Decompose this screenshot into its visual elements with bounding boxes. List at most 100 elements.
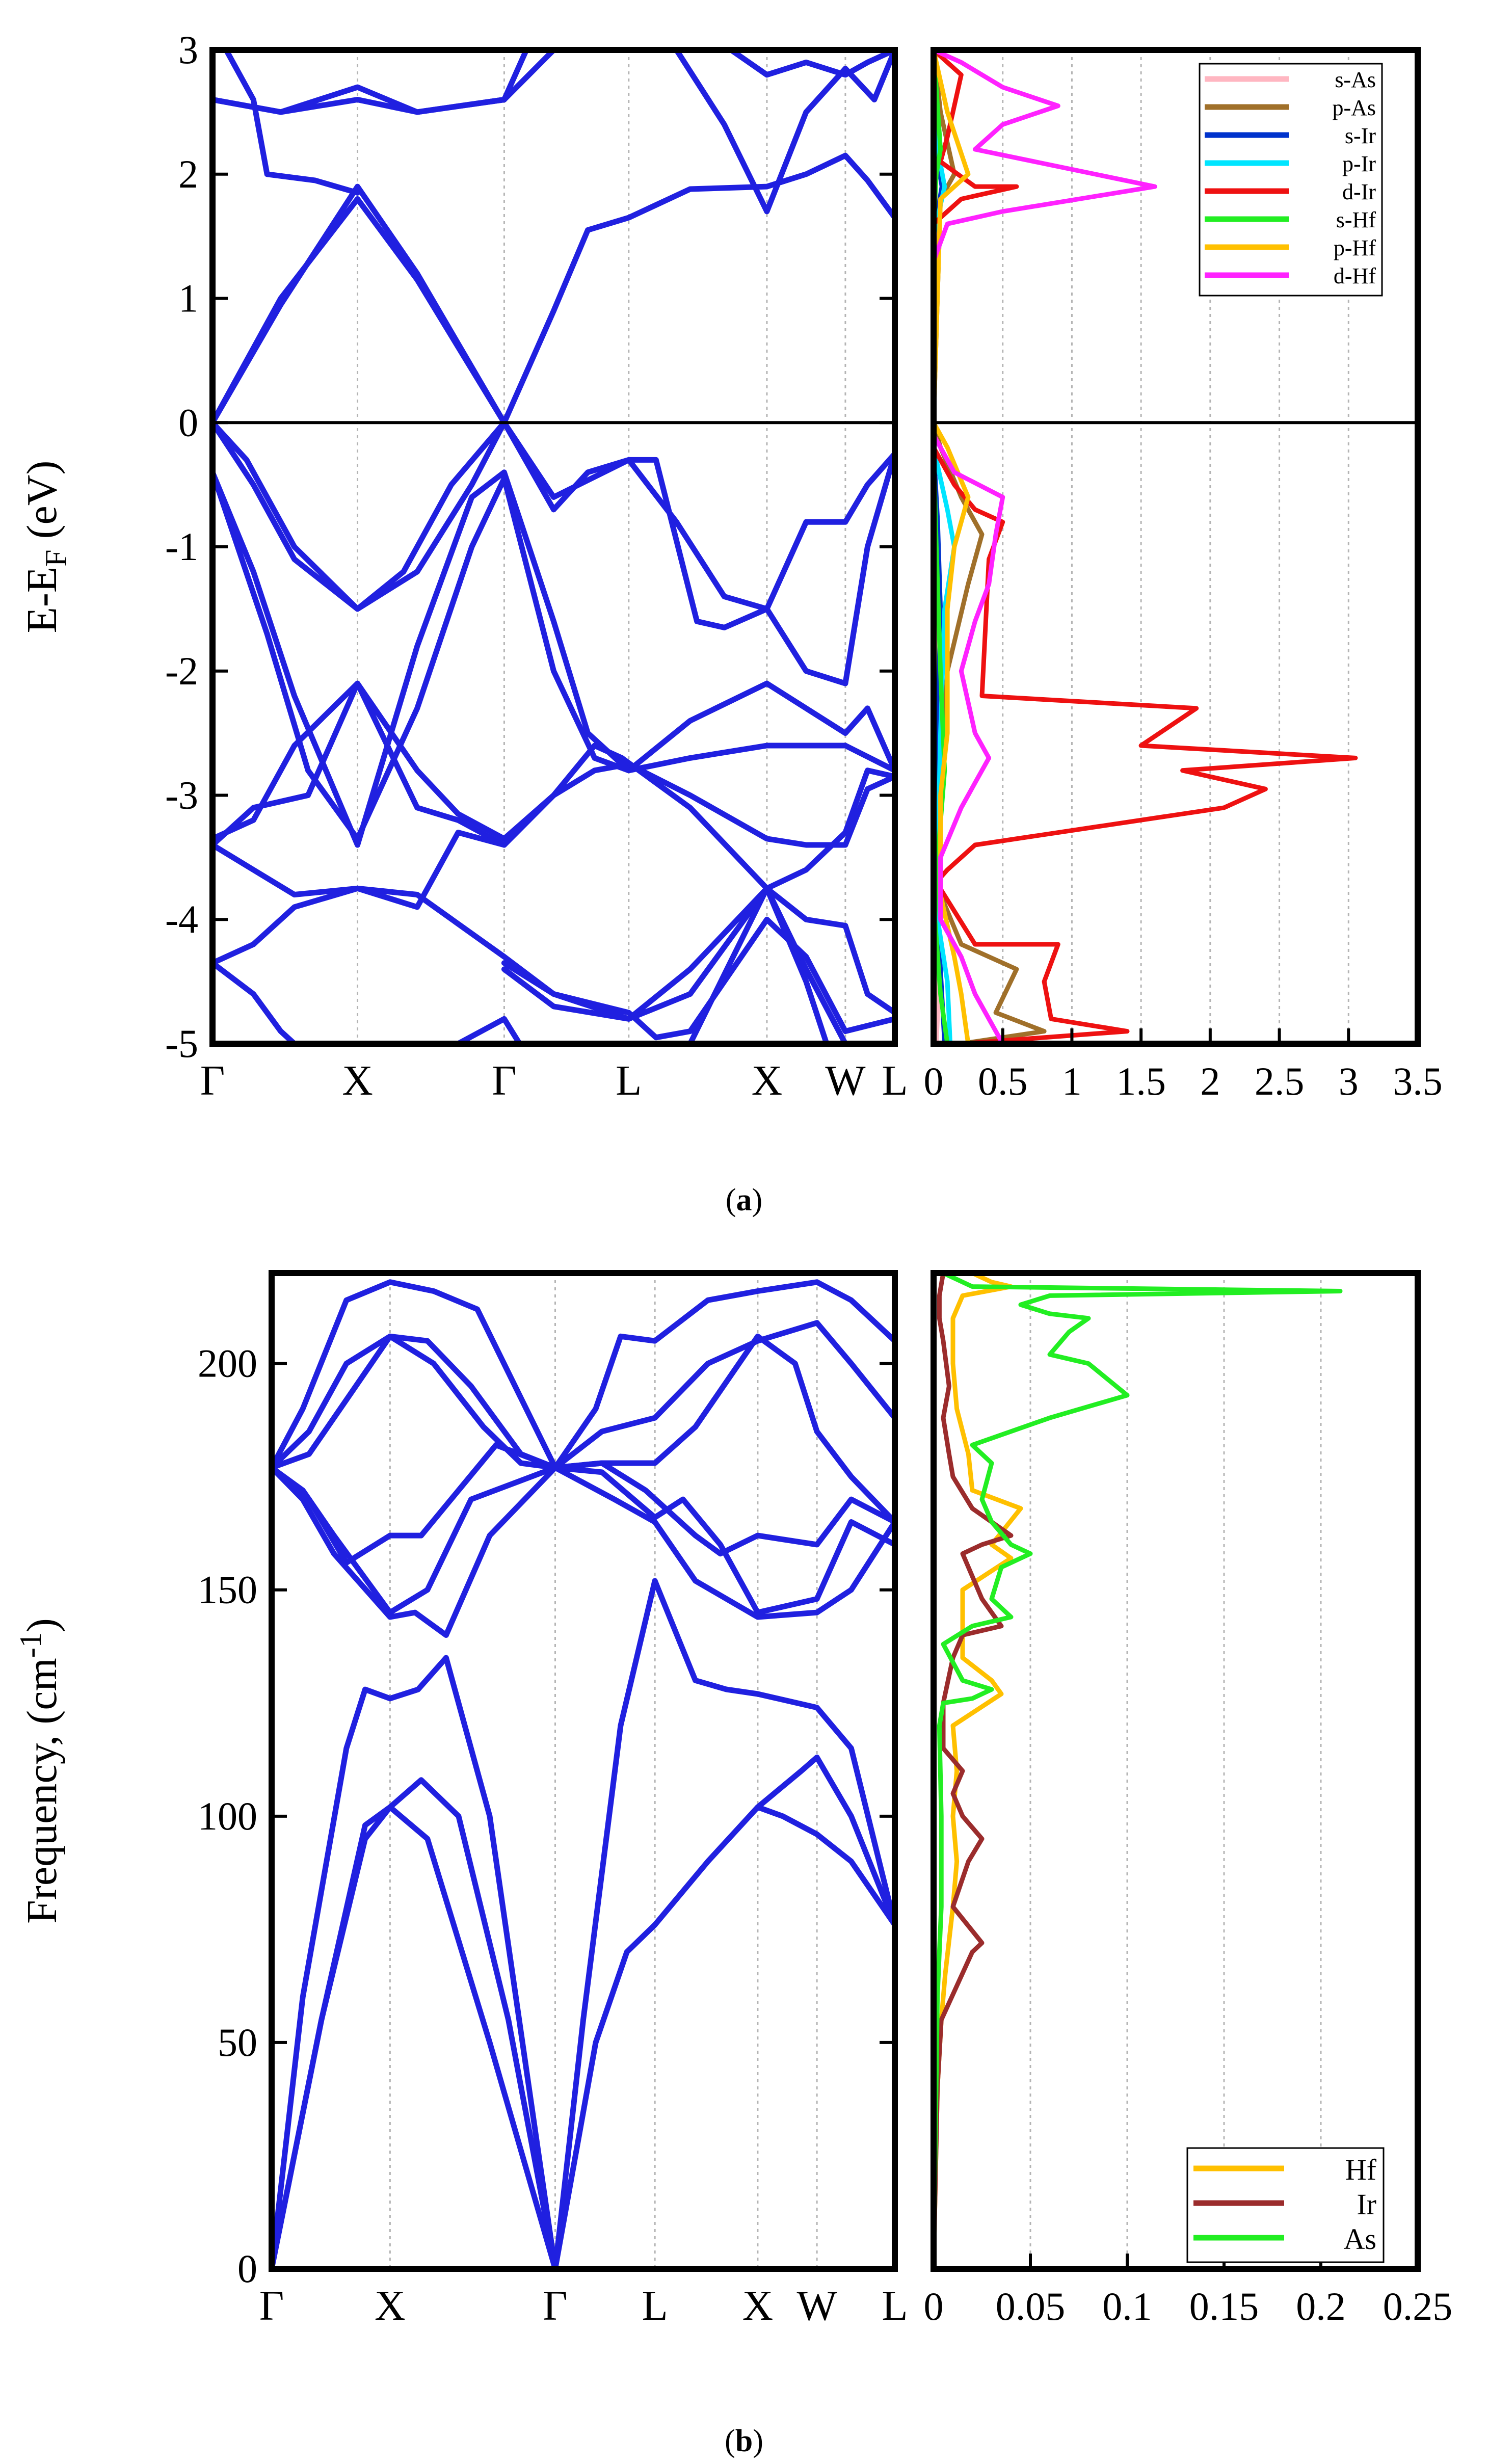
electronic-band-4 [209, 47, 529, 115]
dos-axis-ticks: 0 0.5 1 1.5 2 2.5 3 3.5 [924, 1028, 1443, 1103]
frequency-tick-label: 0 [237, 2246, 257, 2291]
electronic-band-17 [501, 885, 848, 1047]
dos-tick-label: 0 [924, 1059, 944, 1103]
energy-tick-label: -5 [165, 1021, 198, 1066]
phonon-k-point-label: L [882, 2282, 908, 2329]
electronic-band-19 [455, 1016, 523, 1047]
phonon-mode-1 [269, 1804, 898, 2272]
k-point-label: X [752, 1057, 783, 1104]
phonon-dispersion-frame [269, 1270, 898, 2272]
k-point-label: Γ [492, 1057, 517, 1104]
band-structure-lines [209, 47, 898, 1047]
phdos-as [931, 1270, 1343, 2271]
dos-tick-label: 1.5 [1116, 1059, 1166, 1103]
legend-label-hf: Hf [1345, 2153, 1377, 2186]
electronic-dos-panel: 0 0.5 1 1.5 2 2.5 3 3.5 s-As p-As s-Ir p-Ir d-Ir s-H… [924, 47, 1443, 1103]
k-point-label: L [616, 1057, 642, 1104]
phonon-dos-lines [931, 1270, 1343, 2271]
phonon-k-point-label: Γ [259, 2282, 284, 2329]
frequency-axis-label: Frequency, (cm-1) [14, 1618, 66, 1924]
frequency-axis-label-main: Frequency, (cm [18, 1658, 66, 1924]
legend-label-p-as: p-As [1332, 95, 1376, 120]
electronic-band-12 [209, 680, 898, 848]
dos-tick-label: 3.5 [1393, 1059, 1443, 1103]
energy-tick-label: 0 [178, 400, 198, 444]
energy-axis-label-unit: (eV) [18, 461, 66, 550]
electronic-band-1 [209, 152, 898, 426]
phonon-dispersion-grid [389, 1273, 818, 2269]
energy-tick-label: 2 [178, 152, 198, 196]
frequency-axis-ticks: 0 50 100 150 200 [198, 1341, 895, 2291]
electronic-dos-lines [931, 47, 1358, 1046]
phonon-dispersion-lines [269, 1279, 898, 2272]
electronic-band-18 [501, 916, 898, 1041]
electronic-band-6 [674, 47, 898, 215]
electronic-band-5 [223, 47, 360, 196]
dos-tick-label: 0.5 [978, 1059, 1028, 1103]
phdos-tick-label: 0.2 [1296, 2284, 1346, 2328]
legend-label-p-hf: p-Hf [1334, 235, 1376, 260]
phonon-dos-grid [1029, 1273, 1322, 2269]
energy-tick-label: 3 [178, 28, 198, 72]
panel-label-a-letter: a [736, 1183, 752, 1217]
electronic-band-9 [209, 419, 898, 612]
energy-axis-ticks: -5 -4 -3 -2 -1 0 1 2 3 [165, 28, 895, 1066]
phdos-tick-label: 0.05 [996, 2284, 1066, 2328]
phonon-mode-10 [269, 1279, 898, 1471]
legend-box [1199, 63, 1383, 297]
electronic-dos-legend: s-As p-As s-Ir p-Ir d-Ir s-Hf p-Hf d-Hf [1199, 63, 1383, 297]
phdos-tick-label: 0.25 [1383, 2284, 1453, 2328]
energy-tick-label: -4 [165, 897, 198, 941]
electronic-band-7 [728, 47, 898, 78]
legend-label-s-ir: s-Ir [1345, 123, 1376, 148]
dos-tick-label: 3 [1339, 1059, 1359, 1103]
panel-label-a: (a) [726, 1183, 762, 1217]
legend-label-ir: Ir [1357, 2188, 1376, 2221]
pdos-d-ir [931, 47, 1358, 1046]
electronic-band-13 [209, 680, 898, 891]
frequency-tick-label: 150 [198, 1568, 257, 1612]
electronic-band-16 [209, 960, 298, 1047]
frequency-tick-label: 200 [198, 1341, 257, 1386]
frequency-tick-label: 50 [218, 2020, 257, 2064]
phonon-k-point-label: Γ [543, 2282, 568, 2329]
dos-tick-label: 1 [1062, 1059, 1082, 1103]
k-point-label: X [342, 1057, 373, 1104]
energy-tick-label: -1 [165, 524, 198, 569]
panel-label-b-letter: b [735, 2424, 753, 2458]
phdos-tick-label: 0 [924, 2284, 944, 2328]
k-point-label: W [825, 1057, 866, 1104]
k-point-label: L [882, 1057, 908, 1104]
dos-tick-label: 2.5 [1255, 1059, 1305, 1103]
frequency-tick-label: 100 [198, 1794, 257, 1838]
electronic-band-15 [209, 885, 898, 1022]
legend-label-s-as: s-As [1335, 67, 1376, 92]
phdos-tick-label: 0.15 [1189, 2284, 1259, 2328]
legend-label-d-ir: d-Ir [1342, 179, 1376, 204]
electronic-band-10 [209, 469, 898, 848]
legend-label-s-hf: s-Hf [1336, 207, 1376, 232]
electronic-dos-frame [931, 47, 1421, 1047]
energy-axis-label: E-EF (eV) [18, 461, 73, 633]
legend-label-as: As [1344, 2222, 1376, 2256]
phonon-mode-4 [755, 1754, 898, 1928]
frequency-axis-label-superscript: -1 [14, 1632, 47, 1658]
energy-axis-label-subscript: F [39, 549, 73, 566]
k-point-label: Γ [200, 1057, 225, 1104]
phonon-dos-frame [931, 1270, 1421, 2272]
phonon-k-point-label: X [375, 2282, 406, 2329]
phonon-k-point-label: X [742, 2282, 774, 2329]
electronic-band-20 [687, 885, 830, 1047]
phonon-k-point-label: L [642, 2282, 668, 2329]
pdos-d-hf [931, 47, 1157, 1046]
energy-axis-label-main: E-E [18, 567, 66, 633]
frequency-axis-label-end: ) [18, 1618, 66, 1632]
phdos-ir [931, 1270, 1014, 2271]
